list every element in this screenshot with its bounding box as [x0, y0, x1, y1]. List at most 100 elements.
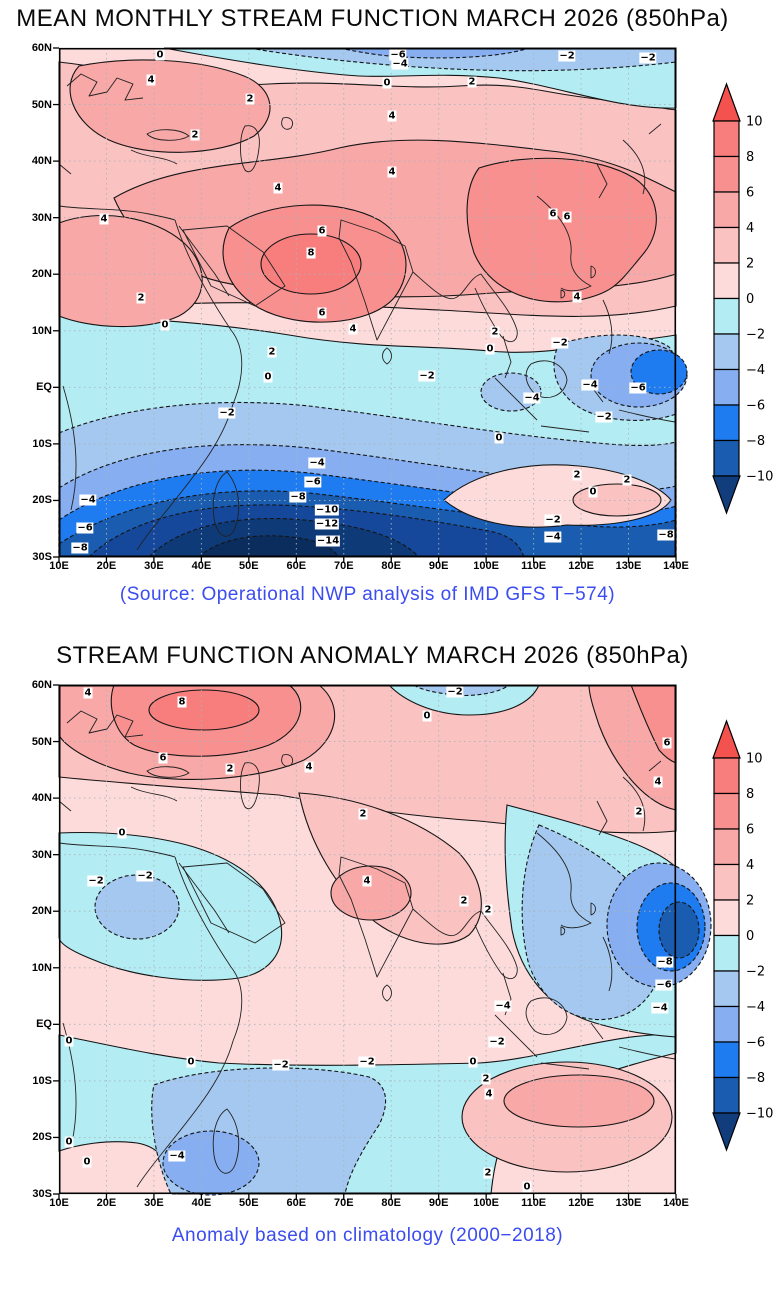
colorbar-tick-label: 2 [746, 257, 754, 272]
y-tick-label: 30N [31, 848, 52, 861]
y-tick-label: EQ [36, 381, 52, 394]
x-tick-label: 40E [191, 1197, 212, 1209]
contour-band [330, 865, 412, 921]
colorbar-tick-label: 4 [746, 221, 754, 236]
x-tick-label: 140E [663, 1197, 689, 1209]
y-axis-labels: 60N 50N 40N 30N 20N 10N EQ 10S 20S 30S [8, 42, 52, 563]
x-tick-label: 10E [49, 560, 69, 572]
colorbar-tick-label: 2 [746, 894, 754, 909]
x-axis-labels: 10E 20E 30E 40E 50E 60E 70E 80E 90E 100E 110E 120E 1… [49, 1197, 689, 1211]
x-tick-label: 130E [615, 560, 642, 572]
y-tick-label: 20N [31, 905, 52, 918]
y-tick-label: 60N [31, 679, 52, 691]
colorbar-tick-label: 6 [746, 823, 754, 838]
colorbar-tick-label: 8 [746, 150, 754, 165]
y-tick-label: 60N [31, 42, 52, 54]
contour-bands [58, 684, 712, 1196]
contour-band [658, 901, 700, 959]
contour-band [69, 59, 271, 153]
colorbar-tick-label: −4 [746, 363, 765, 378]
colorbar-segment [713, 792, 740, 830]
colorbar-segment [713, 970, 740, 1008]
x-tick-label: 70E [333, 560, 354, 572]
coastlines [58, 710, 676, 1188]
colorbar-segment [713, 191, 740, 229]
y-tick-label: 20N [31, 268, 52, 281]
x-tick-label: 50E [239, 560, 259, 572]
colorbar-segment [713, 262, 740, 300]
colorbar-segment [713, 120, 740, 158]
colorbar-segment [713, 1041, 740, 1079]
contour-band [94, 874, 180, 940]
chart-caption: Anomaly based on climatology (2000−2018) [171, 1225, 564, 1246]
contour-band [260, 233, 362, 295]
y-tick-label: 50N [31, 735, 52, 748]
axis-ticks [53, 47, 677, 563]
contour-band [338, 47, 530, 59]
contour-band [503, 1074, 655, 1128]
y-tick-label: 10S [32, 1074, 52, 1087]
x-tick-label: 80E [381, 560, 402, 572]
y-tick-label: 10N [31, 961, 52, 974]
colorbar-tick-label: 0 [746, 292, 754, 307]
colorbar-tick-label: 8 [746, 787, 754, 802]
colorbar-tick-label: −10 [746, 470, 773, 485]
contour-map: 0 −6 −4 −2 −2 4 0 2 2 4 2 4 4 6 6 4 6 8 4 2 6 0 4 2 −2 0 2 0 −2 −4 −6−… [53, 47, 688, 563]
contour-band [466, 157, 657, 303]
x-tick-label: 60E [286, 560, 307, 572]
y-tick-label: 10S [32, 437, 52, 450]
chart-caption: (Source: Operational NWP analysis of IMD… [119, 584, 616, 605]
colorbar-tick-label: 4 [746, 858, 754, 873]
y-tick-label: 40N [31, 155, 52, 168]
x-tick-label: 10E [49, 1197, 69, 1209]
colorbar-arrow-top [712, 719, 741, 759]
x-tick-label: 30E [144, 560, 164, 572]
contour-band [387, 684, 540, 716]
x-axis-labels: 10E 20E 30E 40E 50E 60E 70E 80E 90E 100E 110E 120E 1… [49, 560, 689, 574]
colorbar-arrow-bottom [712, 1112, 741, 1152]
contour-map-canvas [53, 47, 688, 563]
x-tick-label: 80E [381, 1197, 402, 1209]
colorbar-tick-label: −4 [746, 1000, 765, 1015]
colorbar-segment [713, 899, 740, 937]
contour-band [572, 483, 662, 517]
y-tick-label: 10N [31, 324, 52, 337]
x-tick-label: 90E [428, 1197, 449, 1209]
x-tick-label: 60E [286, 1197, 307, 1209]
colorbar-segment [713, 439, 740, 477]
contour-band [162, 1130, 260, 1196]
colorbar-segment [713, 368, 740, 406]
x-tick-label: 90E [428, 560, 449, 572]
map-frame [58, 47, 677, 558]
y-tick-label: 40N [31, 792, 52, 805]
x-tick-label: 70E [333, 1197, 354, 1209]
coastlines [58, 73, 676, 551]
colorbar: 10 8 6 4 2 0 −2 −4 −6 −8 −10 [712, 719, 773, 1152]
stream-function-anomaly-chart: STREAM FUNCTION ANOMALY MARCH 2026 (850h… [0, 637, 781, 1293]
y-tick-label: 20S [32, 494, 52, 507]
x-tick-label: 110E [521, 1197, 547, 1209]
contour-band [148, 689, 260, 731]
x-tick-label: 140E [663, 560, 689, 572]
y-axis-labels: 60N 50N 40N 30N 20N 10N EQ 10S 20S 30S [8, 679, 52, 1200]
colorbar-segment [713, 757, 740, 795]
x-tick-label: 100E [473, 1197, 499, 1209]
contour-band [480, 372, 542, 412]
x-tick-label: 120E [568, 560, 594, 572]
colorbar-tick-label: 10 [746, 115, 763, 130]
x-tick-label: 20E [96, 560, 117, 572]
colorbar: 10 8 6 4 2 0 −2 −4 −6 −8 −10 [712, 82, 773, 515]
colorbar-tick-label: −6 [746, 1036, 765, 1051]
x-tick-label: 50E [239, 1197, 259, 1209]
colorbar-segment [713, 297, 740, 335]
chart-title: MEAN MONTHLY STREAM FUNCTION MARCH 2026 … [16, 5, 729, 32]
contour-bands [58, 47, 688, 558]
colorbar-tick-label: −2 [746, 965, 765, 980]
map-frame [58, 684, 677, 1195]
contour-map-canvas [53, 684, 712, 1200]
x-tick-label: 20E [96, 1197, 117, 1209]
colorbar-tick-label: 10 [746, 752, 763, 767]
colorbar-tick-label: −8 [746, 434, 765, 449]
colorbar-segment [713, 1076, 740, 1114]
